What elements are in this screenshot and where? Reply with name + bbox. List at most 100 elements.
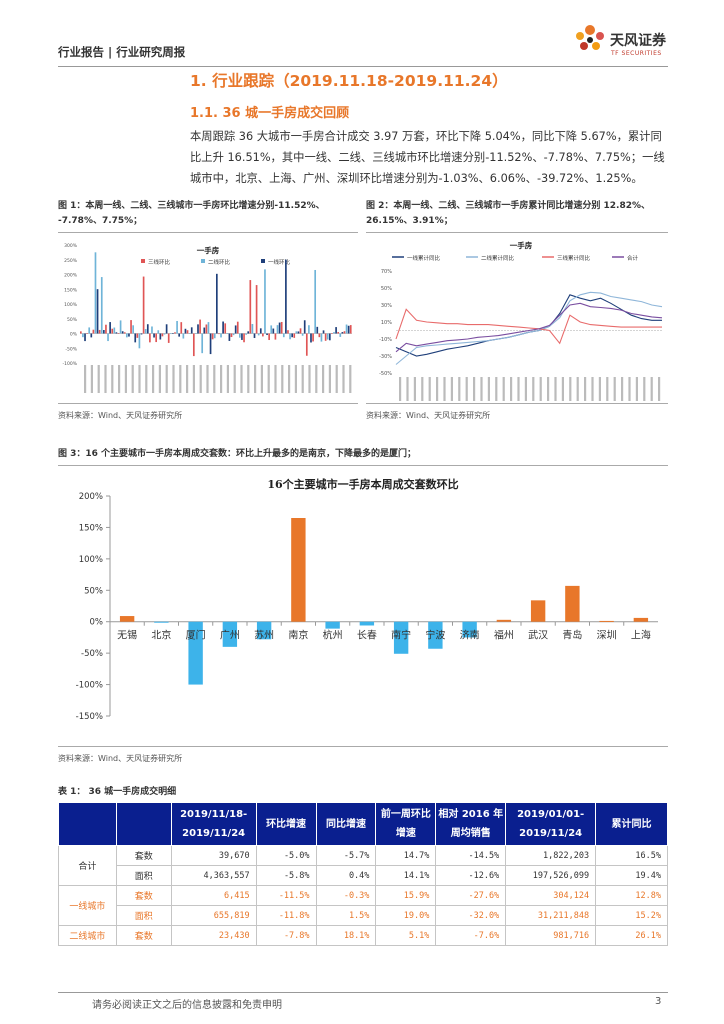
fig1-legend-swatch: [141, 259, 145, 263]
x-tick-label: 杭州: [323, 629, 343, 642]
table-cell: 1,822,203: [505, 845, 597, 866]
table-header-row: 2019/11/18-2019/11/24 环比增速 同比增速 前一周环比增速 …: [58, 802, 668, 846]
fig1-bar: [144, 329, 147, 334]
fig2-series-line: [395, 302, 663, 353]
fig1-date-tick-mark: [247, 365, 250, 393]
fig1-bar: [255, 285, 258, 334]
fig1-bar: [347, 325, 350, 334]
fig2-date-tick-mark: [554, 377, 557, 401]
fig1-bar: [345, 324, 348, 334]
fig1-bar: [316, 326, 319, 334]
fig1-bar: [243, 333, 245, 343]
table-row: 面积 4,363,557 -5.8% 0.4% 14.1% -12.6% 197…: [59, 865, 668, 886]
fig1-bar: [341, 332, 344, 334]
fig1-date-tick-mark: [206, 365, 209, 393]
fig1-bar: [253, 333, 256, 338]
fig2-date-tick-mark: [658, 377, 661, 401]
x-tick-label: 宁波: [425, 629, 445, 642]
fig1-bar: [146, 324, 149, 334]
x-tick-label: 广州: [220, 630, 240, 642]
table-header: 同比增速: [315, 802, 377, 846]
y-tick-label: 200%: [79, 492, 103, 502]
fig2-date-tick-mark: [532, 377, 535, 401]
fig1-bar: [326, 333, 329, 340]
fig2-legend-label: 合计: [627, 254, 639, 262]
fig1-date-tick-mark: [342, 365, 345, 393]
table-header: [115, 802, 172, 846]
fig1-y-tick-label: 50%: [67, 317, 78, 323]
fig1-date-tick-mark: [111, 365, 114, 393]
fig2-y-tick-label: -30%: [379, 354, 392, 360]
bar: [565, 585, 580, 622]
table-cell: 14.1%: [375, 865, 437, 886]
fig2-date-tick-mark: [524, 377, 527, 401]
fig1-bar: [236, 321, 239, 334]
y-tick-label: 50%: [84, 586, 103, 596]
fig2-date-tick-mark: [510, 377, 513, 401]
fig1-date-tick-mark: [213, 365, 216, 393]
fig1-date-tick-mark: [349, 365, 352, 393]
city-cell: 合计: [58, 845, 117, 886]
fig1-bar: [209, 333, 212, 355]
fig1-bar: [337, 331, 340, 334]
detail-table: 2019/11/18-2019/11/24 环比增速 同比增速 前一周环比增速 …: [58, 802, 668, 946]
fig1-date-tick-mark: [145, 365, 148, 393]
bar: [325, 621, 340, 629]
fig2-y-tick-label: 50%: [381, 286, 392, 292]
fig2-chart: 一手房 一线累计同比 二线累计同比 三线累计同比 合计 70% 50% 30% 10% -10% -…: [366, 232, 668, 404]
fig1-bar: [343, 331, 346, 334]
fig1-bar: [113, 327, 116, 334]
fig1-bar: [180, 322, 183, 334]
y-tick-label: 150%: [79, 523, 103, 533]
fig1-bar: [121, 331, 124, 334]
fig1-date-tick-mark: [328, 365, 331, 393]
fig1-bar: [161, 333, 164, 337]
fig2-date-tick-mark: [650, 377, 653, 401]
fig1-date-tick-mark: [301, 365, 304, 393]
fig2-date-tick-mark: [635, 377, 638, 401]
x-tick-label: 南京: [288, 629, 308, 642]
fig2-date-tick-mark: [561, 377, 564, 401]
report-category: 行业报告 | 行业研究周报: [58, 45, 186, 59]
fig2-y-tick-label: -10%: [379, 337, 392, 343]
fig2-date-tick-mark: [517, 377, 520, 401]
x-tick-label: 厦门: [186, 629, 206, 642]
fig2-date-tick-mark: [621, 377, 624, 401]
fig1-bar: [197, 324, 199, 334]
fig1-bar: [339, 333, 342, 337]
bar: [222, 621, 238, 647]
fig1-bar: [100, 277, 103, 334]
fig1-bar: [333, 332, 335, 334]
table-cell: -11.8%: [255, 905, 317, 926]
fig1-bar: [291, 333, 293, 338]
fig2-date-tick-mark: [436, 377, 439, 401]
fig1-bar: [234, 325, 237, 334]
fig1-bar: [182, 333, 185, 339]
table-cell: 26.1%: [595, 925, 668, 946]
metric-cell: 套数: [115, 845, 172, 866]
fig1-legend-label: 一线环比: [268, 258, 291, 266]
fig1-date-tick-mark: [294, 365, 297, 393]
fig1-bar: [266, 333, 268, 336]
bar: [633, 617, 649, 622]
table-header: 2019/11/18-2019/11/24: [170, 802, 257, 846]
fig1-chart-title: 一手房: [197, 245, 220, 255]
fig2-source: 资料来源：Wind、天风证券研究所: [366, 411, 491, 420]
fig1-bar: [165, 324, 168, 334]
table-cell: 0.4%: [315, 865, 377, 886]
bar: [496, 619, 512, 622]
table-row: 面积 655,819 -11.8% 1.5% 19.0% -32.0% 31,2…: [59, 905, 668, 926]
fig1-date-tick-mark: [288, 365, 291, 393]
fig1-bar: [163, 333, 166, 335]
fig1-bar: [328, 333, 331, 341]
chart-title: 16个主要城市一手房本周成交套数环比: [267, 477, 458, 491]
fig1-date-tick-mark: [124, 365, 127, 393]
x-tick-label: 青岛: [562, 629, 582, 642]
fig1-bar: [257, 333, 260, 336]
table-cell: -7.6%: [435, 925, 507, 946]
fig1-bar: [224, 323, 227, 334]
fig1-bar: [134, 333, 137, 343]
fig1-bar: [84, 333, 86, 342]
